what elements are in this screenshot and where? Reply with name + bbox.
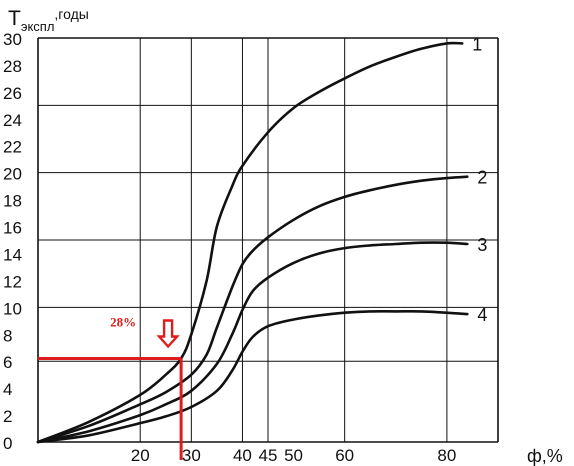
y-tick-label: 14: [3, 245, 22, 264]
y-tick-label: 22: [3, 138, 22, 157]
y-tick-label: 2: [3, 407, 12, 426]
y-axis-title-suffix: ,годы: [54, 6, 88, 22]
x-axis-title: ф,%: [527, 446, 563, 466]
x-tick-label: 30: [182, 446, 201, 465]
marker-layer: 28%: [38, 315, 183, 460]
y-axis-title: Tэкспл,годы: [8, 6, 89, 34]
x-tick-label: 40: [233, 446, 252, 465]
x-tick-label: 80: [437, 446, 456, 465]
series-line-3: [36, 241, 469, 444]
y-tick-label: 30: [3, 30, 22, 49]
y-tick-label: 16: [3, 219, 22, 238]
x-tick-label: 20: [131, 446, 150, 465]
y-tick-label: 28: [3, 57, 22, 76]
grid-layer: [38, 38, 498, 442]
y-tick-label: 4: [3, 380, 12, 399]
y-tick-label: 6: [3, 353, 12, 372]
annotation-label: 28%: [110, 315, 136, 330]
y-axis-title-sub: экспл: [21, 19, 55, 34]
y-tick-label: 20: [3, 165, 22, 184]
x-tick-label: 45: [259, 446, 278, 465]
series-line-4: [36, 309, 469, 444]
y-axis-title-main: T: [8, 7, 21, 30]
series-line-1: [36, 41, 464, 444]
y-tick-label: 24: [3, 111, 22, 130]
x-tick-label: 50: [284, 446, 303, 465]
y-tick-label: 0: [3, 434, 12, 453]
series-label-3: 3: [477, 235, 487, 255]
series-line-2: [36, 175, 469, 444]
y-tick-label: 26: [3, 84, 22, 103]
y-tick-label: 10: [3, 299, 22, 318]
y-tick-label: 8: [3, 326, 12, 345]
x-tick-label: 60: [335, 446, 354, 465]
axes-layer: [37, 37, 499, 443]
series-label-4: 4: [477, 305, 487, 325]
down-arrow-icon: [156, 319, 180, 349]
series-label-2: 2: [477, 168, 487, 188]
y-tick-label: 18: [3, 192, 22, 211]
series-label-1: 1: [472, 34, 482, 54]
y-tick-label: 12: [3, 272, 22, 291]
series-layer: 1 2 3 4: [36, 34, 487, 444]
